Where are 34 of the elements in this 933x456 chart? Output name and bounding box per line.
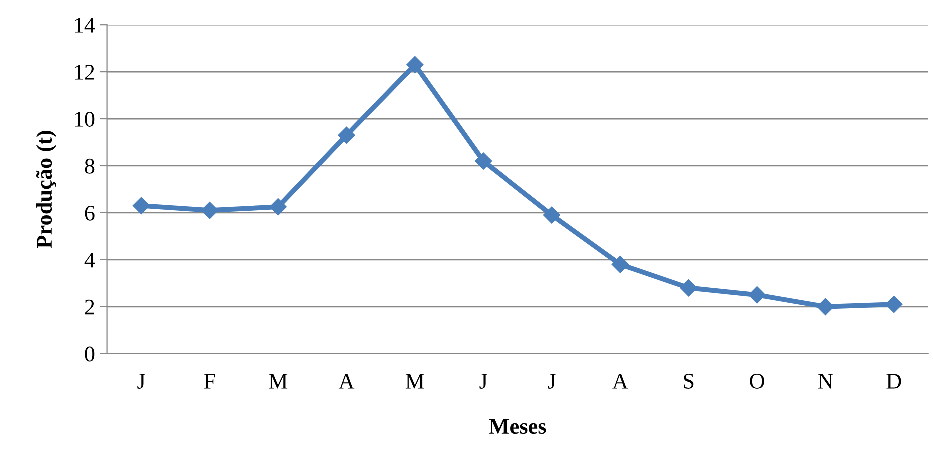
point [680,280,698,297]
point [406,56,424,74]
x-tick-label: O [750,374,764,389]
point [338,126,356,144]
y-tick-label: 14 [75,18,96,33]
x-tick-label: J [480,374,488,389]
x-axis-title: Meses [489,419,546,434]
y-tick-label: 10 [75,112,95,127]
point [475,152,492,170]
x-tick-label: J [138,374,146,389]
y-tick-label: 2 [85,300,94,315]
x-tick-label: A [338,374,355,389]
x-tick-label: A [612,374,628,389]
y-tick-label: 4 [84,253,96,268]
y-tick-label: 0 [85,346,95,362]
point [886,296,903,314]
point [201,202,218,220]
x-tick-label: J [548,374,556,389]
x-tick-label: D [886,374,902,389]
y-tick-label: 6 [85,206,95,221]
y-tick-label: 12 [75,65,94,80]
x-tick-label: M [406,374,424,389]
y-tick-label: 8 [85,158,95,174]
x-tick-label: S [684,374,694,389]
point [543,206,561,224]
point [132,197,150,214]
point [270,198,287,216]
x-tick-label: M [269,374,288,389]
point [817,298,834,316]
point [748,286,766,304]
x-tick-label: F [204,374,216,389]
y-axis-title: Produção (t) [36,131,57,248]
point [612,256,629,274]
x-tick-label: N [818,374,834,389]
